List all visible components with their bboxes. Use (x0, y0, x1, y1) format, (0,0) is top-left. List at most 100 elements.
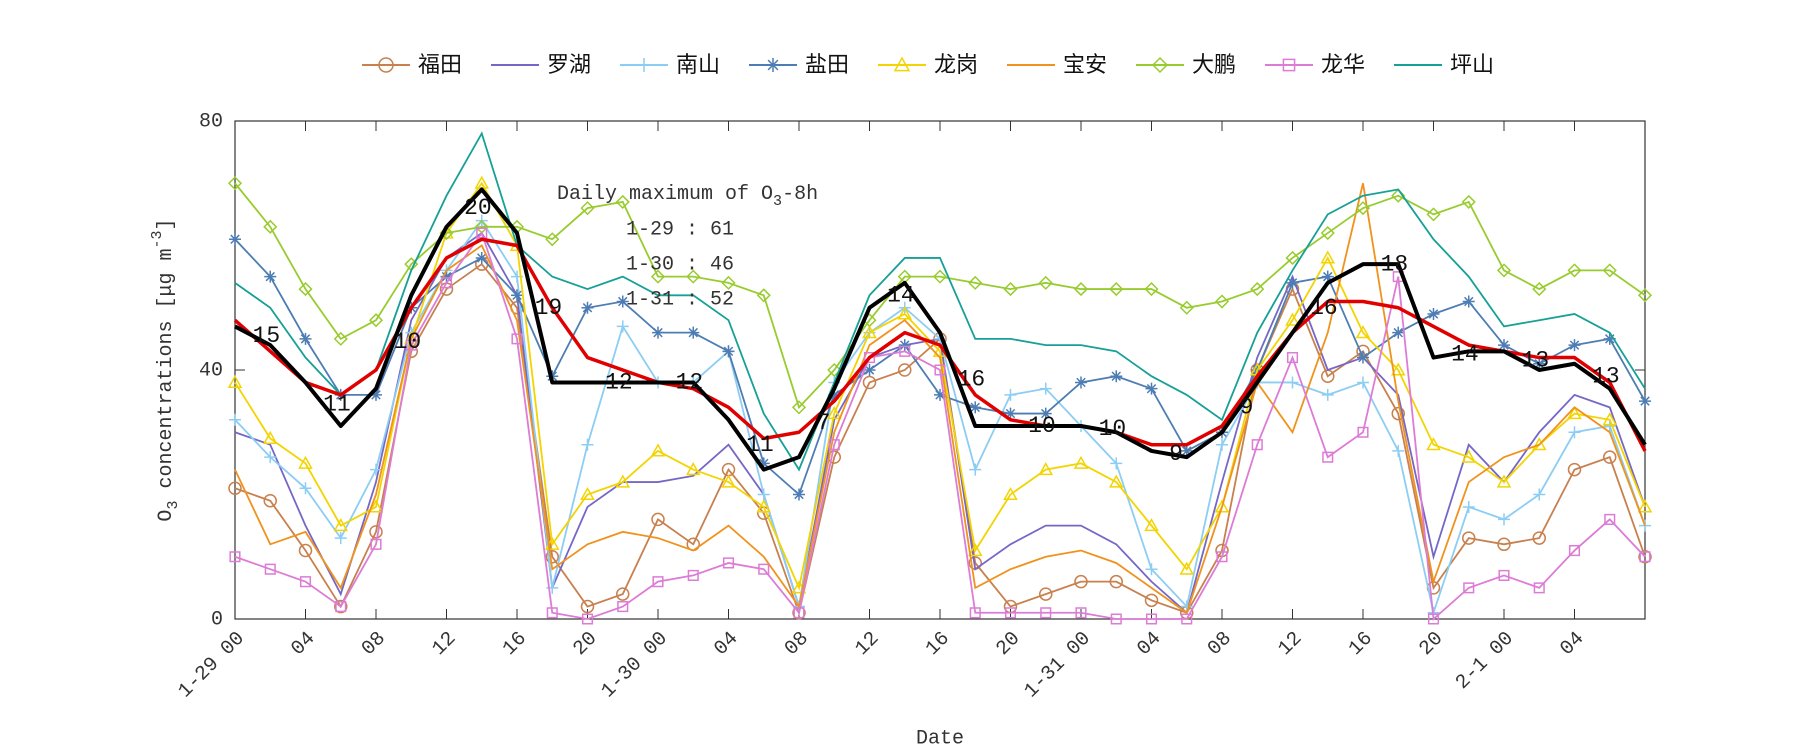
data-point (1075, 607, 1087, 619)
data-point (862, 325, 877, 339)
data-point (1073, 455, 1089, 469)
data-point (1496, 263, 1512, 278)
x-tick-label: 12 (1274, 627, 1307, 660)
data-point (1567, 263, 1582, 278)
data-point (1144, 593, 1159, 608)
data-point (368, 313, 384, 328)
data-point (1145, 613, 1158, 625)
data-point (1215, 543, 1229, 558)
x-axis-label: Date (916, 727, 964, 750)
data-point (475, 251, 488, 264)
point-label: 13 (1522, 348, 1550, 374)
data-point (1321, 388, 1334, 401)
data-point (1496, 474, 1512, 488)
data-point (1003, 486, 1018, 501)
data-point (1602, 412, 1618, 426)
legend-label: 大鹏 (1192, 53, 1236, 78)
data-point (299, 332, 312, 345)
point-label: 18 (1381, 251, 1409, 277)
point-label: 10 (394, 329, 422, 355)
y-axis-label: O3 concentrations [μg m-3] (149, 218, 182, 521)
point-label: 20 (464, 195, 492, 221)
series-line (234, 231, 1646, 621)
data-point (581, 438, 594, 451)
annotation-line: 1-30 : 46 (626, 253, 734, 276)
x-tick-label: 04 (287, 627, 320, 660)
point-label: 12 (676, 370, 704, 396)
legend-marker (378, 57, 394, 73)
data-point (721, 474, 736, 488)
data-point (1392, 444, 1405, 457)
data-point (511, 333, 523, 345)
data-point (969, 607, 981, 619)
data-point (1039, 382, 1052, 395)
data-point (650, 443, 666, 457)
x-tick-label: 16 (498, 627, 531, 660)
data-point (476, 227, 488, 239)
data-point (1462, 295, 1475, 308)
data-point (1214, 294, 1230, 309)
data-point (405, 339, 417, 351)
data-point (370, 463, 382, 476)
data-point (1179, 300, 1194, 315)
data-point (1568, 544, 1581, 557)
data-point (369, 525, 383, 539)
data-point (652, 576, 664, 588)
data-point (1110, 370, 1123, 383)
y-axis-label-part: μg m (155, 248, 178, 296)
data-point (334, 532, 347, 545)
data-point (756, 499, 772, 513)
data-point (793, 607, 805, 619)
data-point (1286, 352, 1299, 364)
data-point (333, 331, 348, 346)
data-point (264, 563, 276, 575)
data-point (370, 388, 382, 401)
data-point (1321, 270, 1334, 283)
data-point (1463, 582, 1475, 594)
data-point (1533, 357, 1546, 370)
data-point (1355, 201, 1371, 216)
data-point (1426, 437, 1441, 451)
data-point (1355, 325, 1371, 339)
data-point (1498, 569, 1510, 581)
data-point (934, 388, 946, 401)
data-point (1357, 351, 1369, 364)
legend-marker (766, 58, 780, 72)
data-point (1427, 307, 1440, 320)
data-point (227, 176, 243, 191)
y-tick-label: 0 (211, 608, 223, 631)
data-point (863, 352, 876, 364)
point-label: 14 (887, 282, 915, 308)
point-label: 11 (323, 391, 351, 417)
data-point (1110, 613, 1122, 625)
legend-label: 龙岗 (934, 53, 978, 78)
point-label: 14 (1451, 342, 1479, 368)
data-point (1392, 326, 1405, 339)
data-point (1497, 537, 1511, 552)
data-point (1250, 282, 1265, 297)
point-label: 12 (605, 370, 633, 396)
data-point (580, 201, 595, 216)
data-point (1322, 451, 1334, 463)
data-point (1321, 369, 1335, 383)
data-point (1145, 563, 1158, 576)
legend-marker (1282, 58, 1296, 72)
data-point (1427, 613, 1440, 625)
data-point (1003, 599, 1018, 614)
x-tick-label: 1-31 00 (1020, 627, 1096, 703)
x-tick-label: 1-30 00 (597, 627, 673, 703)
data-point (1533, 582, 1545, 594)
data-point (1461, 194, 1476, 209)
data-point (370, 538, 382, 550)
legend-marker (1151, 56, 1169, 74)
data-point (898, 339, 911, 352)
data-point (1604, 513, 1616, 525)
data-point (826, 406, 842, 420)
point-label: 19 (535, 295, 563, 321)
data-point (262, 430, 278, 445)
data-point (1568, 426, 1581, 439)
point-label: 15 (253, 323, 281, 349)
annotation-title-part: Daily maximum of O (557, 183, 773, 206)
data-point (1039, 407, 1052, 420)
data-point (1391, 406, 1406, 421)
